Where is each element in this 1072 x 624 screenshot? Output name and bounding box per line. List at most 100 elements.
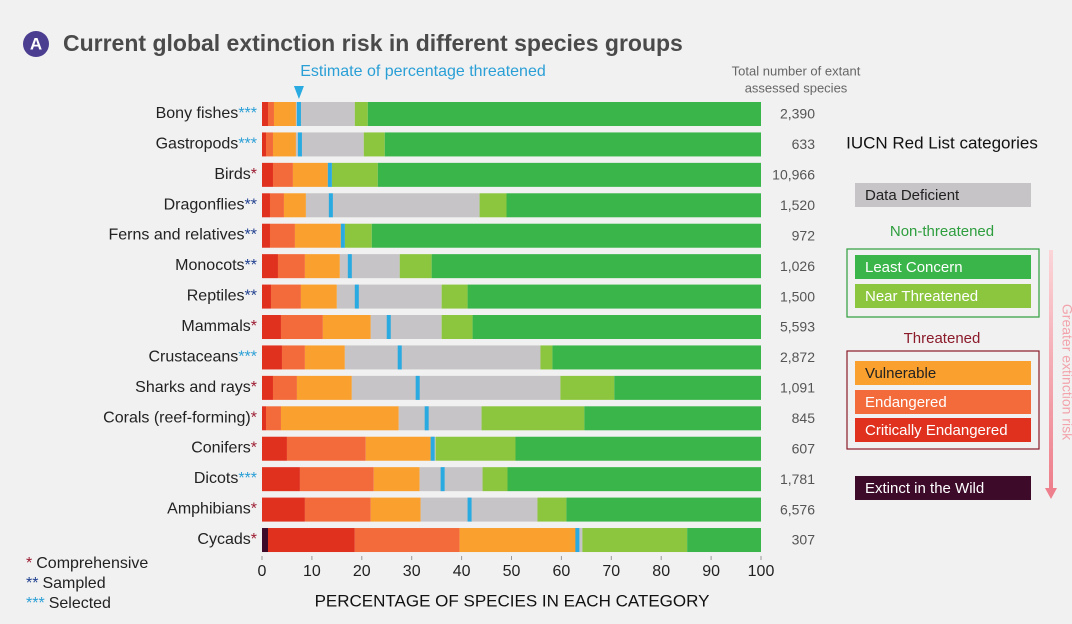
bar-segment bbox=[354, 102, 368, 126]
bar-segment bbox=[272, 162, 293, 187]
category-name: Bony fishes bbox=[156, 105, 239, 122]
category-name: Crustaceans bbox=[148, 349, 238, 366]
bar-segment bbox=[277, 254, 305, 279]
bar-segment bbox=[292, 162, 328, 187]
legend-label: Endangered bbox=[865, 394, 947, 411]
estimate-marker bbox=[297, 132, 302, 157]
bar-segment bbox=[262, 375, 273, 400]
risk-arrow bbox=[1049, 250, 1053, 488]
legend-label: Critically Endangered bbox=[865, 422, 1008, 439]
bar-segment bbox=[270, 284, 301, 309]
assessment-label: Sampled bbox=[42, 575, 105, 592]
category-name: Gastropods bbox=[156, 136, 239, 153]
bar-segment bbox=[515, 436, 761, 461]
total-label: 1,500 bbox=[780, 288, 815, 304]
estimate-marker bbox=[340, 223, 345, 248]
total-label: 307 bbox=[792, 532, 816, 548]
category-name: Monocots bbox=[175, 257, 244, 274]
bar-segment bbox=[441, 284, 468, 309]
x-tick-label: 30 bbox=[403, 563, 421, 580]
bar-segment bbox=[373, 467, 420, 492]
bar-segment bbox=[304, 345, 345, 370]
category-stars: * bbox=[251, 501, 257, 518]
category-name: Sharks and rays bbox=[135, 379, 251, 396]
legend-swatch bbox=[855, 284, 1031, 308]
bar-segment bbox=[482, 467, 508, 492]
x-tick-label: 0 bbox=[258, 563, 267, 580]
category-name: Dragonflies bbox=[164, 197, 245, 214]
category-name: Cycads bbox=[197, 531, 250, 548]
bar-segment bbox=[286, 436, 366, 461]
total-label: 845 bbox=[792, 410, 816, 426]
bar-segment bbox=[262, 284, 271, 309]
bar-segment bbox=[384, 132, 761, 157]
bar-segment bbox=[269, 223, 295, 248]
bar-segment bbox=[265, 132, 273, 157]
bar-segment bbox=[295, 132, 364, 157]
bar-segment bbox=[441, 315, 473, 340]
category-label: Gastropods*** bbox=[156, 136, 257, 153]
category-stars: ** bbox=[245, 288, 257, 305]
estimate-marker bbox=[328, 193, 333, 218]
bar-segment bbox=[370, 497, 421, 522]
risk-arrow-label: Greater extinction risk bbox=[1059, 304, 1072, 441]
bar-segment bbox=[304, 497, 371, 522]
legend-label: Extinct in the Wild bbox=[865, 480, 984, 497]
x-tick-label: 100 bbox=[748, 563, 775, 580]
category-label: Reptiles** bbox=[187, 288, 257, 305]
legend-swatch bbox=[855, 183, 1031, 207]
bar-segment bbox=[272, 375, 297, 400]
assessment-legend-item: * Comprehensive bbox=[26, 555, 148, 572]
bar-segment bbox=[272, 132, 296, 157]
x-tick-label: 10 bbox=[303, 563, 321, 580]
legend-group-title: Non-threatened bbox=[890, 223, 994, 240]
panel-label: A bbox=[30, 34, 42, 53]
category-name: Ferns and relatives bbox=[108, 227, 244, 244]
bar-segment bbox=[584, 406, 761, 431]
bar-segment bbox=[344, 223, 372, 248]
category-stars: *** bbox=[238, 470, 257, 487]
bar-segment bbox=[506, 193, 761, 218]
estimate-marker bbox=[347, 254, 352, 279]
totals-title: assessed species bbox=[745, 80, 848, 95]
assessment-label: Selected bbox=[49, 595, 111, 612]
chart-title: Current global extinction risk in differ… bbox=[63, 30, 683, 56]
bar-segment bbox=[269, 193, 284, 218]
category-name: Conifers bbox=[191, 440, 251, 457]
bar-segment bbox=[262, 467, 300, 492]
bar-segment bbox=[267, 102, 274, 126]
bar-segment bbox=[354, 528, 460, 553]
legend-swatch bbox=[855, 476, 1031, 500]
bar-segment bbox=[281, 345, 305, 370]
total-label: 972 bbox=[792, 227, 816, 243]
legend-label: Data Deficient bbox=[865, 187, 960, 204]
category-name: Reptiles bbox=[187, 288, 245, 305]
assessment-label: Comprehensive bbox=[36, 555, 148, 572]
assessment-stars: ** bbox=[26, 575, 38, 592]
bar-segment bbox=[283, 193, 306, 218]
estimate-marker bbox=[397, 345, 402, 370]
bar-segment bbox=[262, 315, 281, 340]
category-name: Birds bbox=[214, 166, 250, 183]
bar-segment bbox=[560, 375, 615, 400]
panel-badge bbox=[23, 31, 49, 57]
estimate-marker bbox=[440, 467, 445, 492]
total-label: 1,520 bbox=[780, 197, 815, 213]
estimate-marker bbox=[415, 375, 420, 400]
category-stars: *** bbox=[238, 105, 257, 122]
bar-segment bbox=[262, 223, 270, 248]
total-label: 1,091 bbox=[780, 380, 815, 396]
category-stars: * bbox=[251, 410, 257, 427]
legend-swatch bbox=[855, 361, 1031, 385]
estimate-marker bbox=[354, 284, 359, 309]
bar-segment bbox=[262, 436, 287, 461]
legend-swatch bbox=[855, 418, 1031, 442]
totals-title: Total number of extant bbox=[732, 63, 861, 78]
x-axis-label: PERCENTAGE OF SPECIES IN EACH CATEGORY bbox=[315, 591, 710, 610]
bar-segment bbox=[300, 284, 337, 309]
category-label: Dicots*** bbox=[194, 470, 257, 487]
assessment-legend-item: ** Sampled bbox=[26, 575, 106, 592]
bar-segment bbox=[377, 162, 761, 187]
bar-segment bbox=[336, 284, 442, 309]
